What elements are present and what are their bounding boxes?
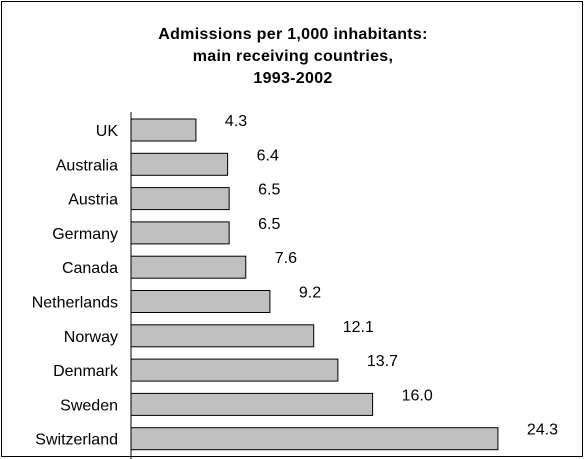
category-label: UK [96, 123, 119, 140]
bar [130, 152, 229, 176]
bar [130, 290, 271, 313]
value-labels: 4.3 6.4 6.5 6.5 7.6 9.2 12.1 13.716.0 24.3 [225, 113, 558, 439]
value-label: 4.3 [225, 113, 247, 130]
chart-title-line-2: main receiving countries, [192, 48, 394, 65]
category-label: Sweden [60, 397, 118, 414]
category-label: Norway [64, 329, 118, 346]
category-label: Germany [52, 226, 118, 243]
value-label: 24.3 [527, 422, 558, 439]
bar [130, 118, 197, 142]
bar [130, 221, 230, 245]
category-label: Canada [62, 260, 118, 277]
chart-title-line-1: Admissions per 1,000 inhabitants: [158, 26, 428, 43]
bar [130, 187, 230, 211]
value-label: 6.5 [258, 182, 280, 199]
chart-title-line-3: 1993-2002 [253, 70, 333, 87]
value-label: 6.5 [258, 216, 280, 233]
category-label: Austria [68, 192, 118, 209]
category-label: Denmark [53, 363, 119, 380]
value-label: 12.1 [343, 319, 374, 336]
category-label: Australia [56, 157, 118, 174]
bar [130, 255, 247, 279]
bar [130, 358, 339, 382]
category-label: Netherlands [32, 295, 118, 312]
bar [130, 427, 499, 451]
bars [130, 118, 499, 451]
bar [130, 392, 374, 416]
value-label: 6.4 [257, 147, 279, 164]
value-label: 7.6 [275, 250, 297, 267]
value-label: 9.2 [299, 285, 321, 302]
bar [130, 324, 315, 348]
category-labels: UK Australia Austria Germany Canada Netherlan… [32, 123, 119, 449]
value-label: 13.7 [367, 353, 398, 370]
value-label: 16.0 [402, 387, 433, 404]
category-label: Switzerland [35, 432, 118, 449]
